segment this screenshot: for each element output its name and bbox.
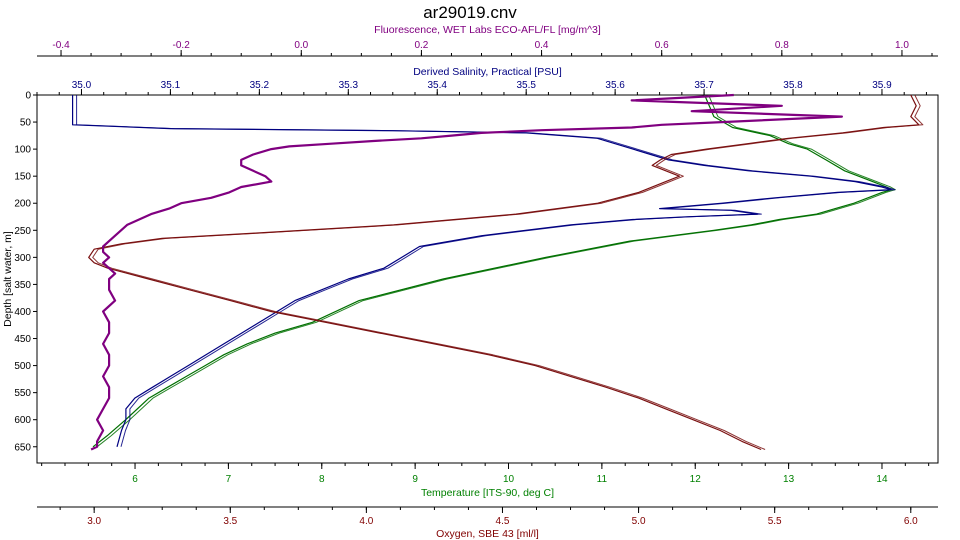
- oxygen-tick-label: 3.0: [87, 516, 101, 527]
- fluorescence-tick-label: 0.8: [775, 40, 789, 51]
- salinity-tick-label: 35.8: [783, 80, 803, 91]
- oxygen-series-line: [88, 94, 920, 451]
- temperature-tick-label: 7: [226, 474, 232, 485]
- depth-tick-label: 200: [14, 199, 31, 210]
- fluorescence-tick-label: 0.2: [414, 40, 428, 51]
- depth-tick-label: 50: [20, 118, 32, 129]
- depth-tick-label: 600: [14, 415, 31, 426]
- temperature-series-line: [92, 94, 892, 448]
- depth-tick-label: 650: [14, 442, 31, 453]
- temperature-axis-label: Temperature [ITS-90, deg C]: [421, 487, 554, 499]
- depth-tick-label: 350: [14, 280, 31, 291]
- temperature-tick-label: 8: [319, 474, 325, 485]
- salinity-tick-label: 35.3: [339, 80, 359, 91]
- fluorescence-tick-label: 1.0: [895, 40, 909, 51]
- depth-tick-label: 400: [14, 307, 31, 318]
- oxygen-tick-label: 4.5: [496, 516, 510, 527]
- fluorescence-tick-label: -0.2: [173, 40, 191, 51]
- temperature-tick-label: 9: [412, 474, 418, 485]
- oxygen-series-upcast-line: [92, 94, 924, 450]
- plot-frame: [36, 94, 939, 464]
- salinity-tick-label: 35.9: [872, 80, 892, 91]
- fluorescence-tick-label: 0.4: [535, 40, 549, 51]
- fluorescence-axis-label: Fluorescence, WET Labs ECO-AFL/FL [mg/m^…: [374, 24, 601, 36]
- temperature-tick-label: 13: [783, 474, 795, 485]
- salinity-tick-label: 35.0: [72, 80, 92, 91]
- fluorescence-tick-label: -0.4: [52, 40, 70, 51]
- oxygen-tick-label: 5.0: [632, 516, 646, 527]
- depth-tick-label: 150: [14, 172, 31, 183]
- depth-tick-label: 500: [14, 361, 31, 372]
- oxygen-tick-label: 5.5: [768, 516, 782, 527]
- salinity-tick-label: 35.1: [161, 80, 181, 91]
- temperature-tick-label: 6: [132, 474, 138, 485]
- depth-tick-label: 300: [14, 253, 31, 264]
- depth-tick-label: 450: [14, 334, 31, 345]
- oxygen-tick-label: 6.0: [904, 516, 918, 527]
- salinity-tick-label: 35.4: [428, 80, 448, 91]
- oxygen-axis-label: Oxygen, SBE 43 [ml/l]: [436, 528, 539, 540]
- temperature-tick-label: 10: [503, 474, 515, 485]
- fluorescence-tick-label: 0.6: [655, 40, 669, 51]
- temperature-tick-label: 12: [690, 474, 702, 485]
- depth-tick-label: 550: [14, 388, 31, 399]
- oxygen-tick-label: 3.5: [223, 516, 237, 527]
- depth-tick-label: 250: [14, 226, 31, 237]
- depth-axis-label: Depth [salt water, m]: [2, 231, 14, 327]
- temperature-tick-label: 11: [597, 474, 608, 485]
- temperature-series-upcast-line: [96, 94, 896, 448]
- fluorescence-series-line: [90, 93, 843, 451]
- salinity-tick-label: 35.7: [694, 80, 714, 91]
- salinity-tick-label: 35.6: [605, 80, 625, 91]
- axes-layer: 0 50 100 150 200 250 300 350 400 450 500 550 600 650 D…: [2, 24, 938, 540]
- oxygen-tick-label: 4.0: [359, 516, 373, 527]
- salinity-axis-label: Derived Salinity, Practical [PSU]: [413, 66, 562, 78]
- temperature-tick-label: 14: [876, 474, 888, 485]
- depth-tick-label: 100: [14, 145, 31, 156]
- salinity-tick-label: 35.2: [250, 80, 270, 91]
- fluorescence-tick-label: 0.0: [294, 40, 308, 51]
- series-layer: [72, 93, 924, 451]
- salinity-tick-label: 35.5: [516, 80, 536, 91]
- chart-title: ar29019.cnv: [423, 3, 517, 22]
- depth-tick-label: 0: [25, 91, 31, 102]
- salinity-series-upcast-line: [76, 95, 896, 447]
